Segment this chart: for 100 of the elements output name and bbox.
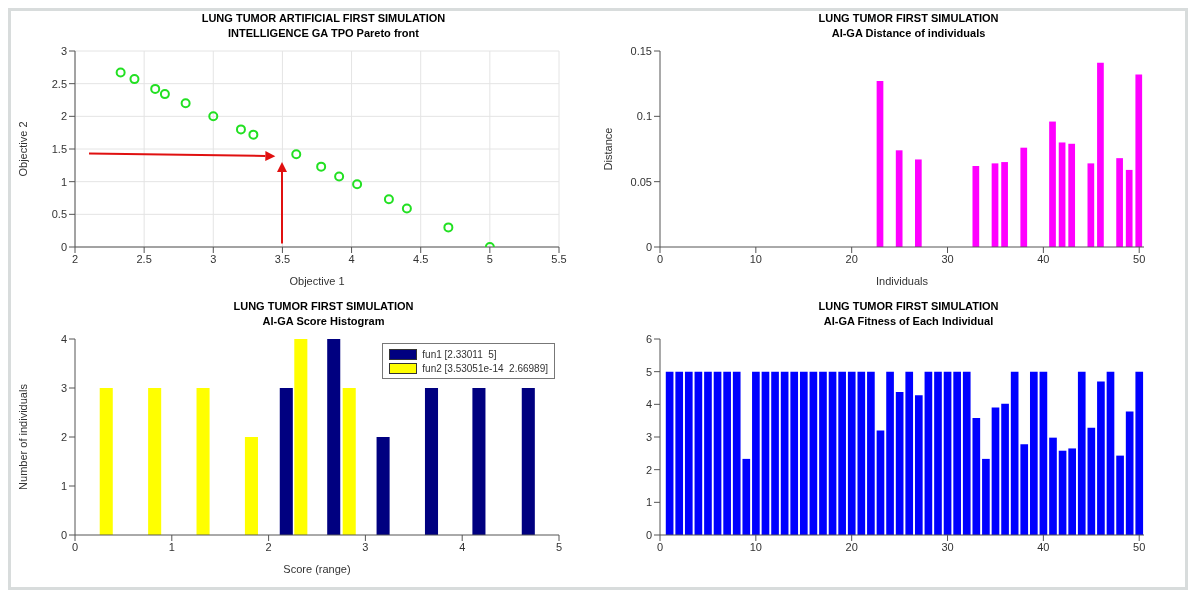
x-tick-label: 2 xyxy=(265,540,272,553)
bar xyxy=(1001,162,1008,247)
bar xyxy=(684,371,693,535)
x-tick-label: 30 xyxy=(941,540,954,553)
x-tick-label: 3 xyxy=(362,540,369,553)
x-tick-label: 40 xyxy=(1037,252,1050,265)
x-tick-label: 10 xyxy=(749,540,762,553)
bar xyxy=(342,388,356,535)
y-tick-label: 2 xyxy=(60,430,67,443)
bar xyxy=(886,371,894,535)
bar xyxy=(694,371,703,535)
y-tick-label: 0.5 xyxy=(51,208,67,221)
bar xyxy=(1116,455,1124,535)
y-tick-label: 0 xyxy=(60,528,67,541)
x-tick-label: 20 xyxy=(845,540,858,553)
x-tick-label: 3 xyxy=(210,252,217,265)
y-tick-label: 2 xyxy=(645,463,652,476)
bar xyxy=(1097,381,1105,535)
y-tick-label: 2 xyxy=(60,110,67,123)
x-tick-label: 4 xyxy=(459,540,466,553)
bar xyxy=(924,371,933,535)
bar xyxy=(867,371,875,535)
y-tick-label: 4 xyxy=(60,332,67,345)
bar xyxy=(424,388,439,535)
bar xyxy=(1029,371,1038,535)
x-axis-title: Individuals xyxy=(876,275,929,287)
bar xyxy=(828,371,837,535)
bar xyxy=(244,437,258,535)
bar xyxy=(675,371,684,535)
y-tick-label: 1 xyxy=(60,479,67,492)
y-tick-label: 6 xyxy=(645,332,652,345)
point xyxy=(129,74,140,85)
bar xyxy=(521,388,535,535)
bar xyxy=(1087,163,1095,247)
bar xyxy=(982,458,990,535)
bar xyxy=(1010,371,1019,535)
bar xyxy=(991,407,1000,535)
x-tick-label: 30 xyxy=(941,252,954,265)
chart-title: LUNG TUMOR FIRST SIMULATION AI-GA Score Histogram xyxy=(232,299,415,329)
bar xyxy=(771,371,779,535)
x-tick-label: 4 xyxy=(348,252,355,265)
bar xyxy=(905,371,914,535)
bar xyxy=(294,339,308,535)
point xyxy=(115,67,126,78)
y-tick-label: 3 xyxy=(645,430,652,443)
y-tick-label: 4 xyxy=(645,398,652,411)
y-tick-label: 0 xyxy=(645,240,652,253)
point xyxy=(443,222,454,233)
point xyxy=(159,89,170,100)
x-tick-label: 20 xyxy=(845,252,858,265)
x-tick-label: 10 xyxy=(749,252,762,265)
bar xyxy=(1039,371,1048,535)
bar xyxy=(914,159,922,247)
point xyxy=(208,111,219,122)
bar xyxy=(972,165,980,247)
bar xyxy=(1068,448,1076,535)
bar xyxy=(809,371,818,535)
x-tick-label: 3.5 xyxy=(274,252,291,265)
bar xyxy=(953,371,961,535)
bar xyxy=(752,371,760,535)
bar xyxy=(914,395,923,535)
bar xyxy=(1097,62,1104,247)
bar xyxy=(1020,444,1029,535)
bar xyxy=(713,371,722,535)
x-tick-label: 5 xyxy=(555,540,563,553)
point xyxy=(383,194,394,205)
bar xyxy=(838,371,846,535)
bar xyxy=(1058,450,1067,535)
bar xyxy=(1125,411,1134,535)
y-tick-label: 0.1 xyxy=(636,110,652,123)
point xyxy=(248,129,259,140)
x-tick-label: 5.5 xyxy=(551,252,567,265)
chart-title: LUNG TUMOR FIRST SIMULATION AI-GA Distance of individuals xyxy=(817,11,1000,41)
bar xyxy=(895,150,903,247)
y-tick-label: 1 xyxy=(60,175,67,188)
bar xyxy=(1049,437,1057,535)
bar xyxy=(780,371,789,535)
bar xyxy=(472,388,486,535)
bar xyxy=(704,371,712,535)
bar xyxy=(1001,403,1009,535)
x-tick-label: 0 xyxy=(656,252,664,265)
bar xyxy=(665,371,674,535)
bar xyxy=(723,371,731,535)
chart-title: LUNG TUMOR FIRST SIMULATION AI-GA Fitness of Each Individual xyxy=(817,299,1000,329)
x-tick-label: 4.5 xyxy=(413,252,429,265)
x-tick-label: 0 xyxy=(71,540,79,553)
point xyxy=(291,149,302,160)
y-tick-label: 0 xyxy=(60,240,67,253)
x-axis-title: Score (range) xyxy=(283,563,351,575)
bar xyxy=(934,371,942,535)
bar xyxy=(196,388,210,535)
x-tick-label: 50 xyxy=(1133,252,1146,265)
bar xyxy=(876,430,885,535)
bar xyxy=(279,388,293,535)
bar xyxy=(895,391,904,535)
y-tick-label: 5 xyxy=(645,365,652,378)
legend-label: fun1 [2.33011 5] xyxy=(422,348,497,360)
bar xyxy=(943,371,952,535)
point xyxy=(352,179,363,190)
bar xyxy=(1049,121,1056,247)
